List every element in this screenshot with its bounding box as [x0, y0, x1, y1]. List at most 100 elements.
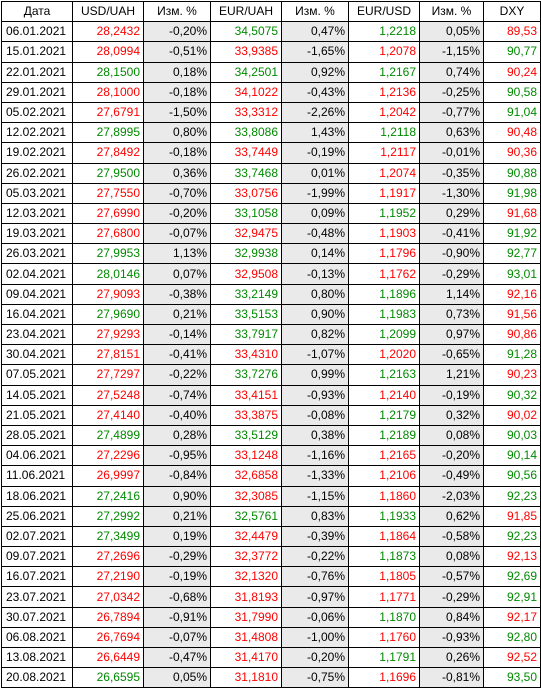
cell-date: 19.03.2021 [1, 223, 73, 245]
cell-usd-uah: 27,4899 [72, 424, 144, 447]
cell-date: 05.03.2021 [1, 182, 73, 204]
cell-usd-uah: 27,3499 [72, 525, 144, 548]
cell-eur-uah-change: -0,48% [281, 223, 349, 245]
cell-eur-usd-change: 0,08% [419, 424, 484, 447]
table-row: 11.06.2021 26,9997 -0,84% 32,6858 -1,33% 1,21… [1, 465, 541, 487]
cell-date: 22.01.2021 [1, 61, 73, 83]
cell-date: 26.03.2021 [1, 243, 73, 265]
cell-dxy: 92,23 [483, 525, 541, 548]
cell-eur-uah-change: -1,33% [281, 465, 349, 487]
header-usd-uah: USD/UAH [72, 0, 144, 23]
cell-usd-uah-change: -0,20% [143, 21, 211, 43]
cell-dxy: 92,80 [483, 626, 541, 649]
table-row: 16.07.2021 27,2190 -0,19% 32,1320 -0,76% 1,18… [1, 566, 541, 588]
cell-eur-uah-change: -0,93% [281, 384, 349, 406]
cell-eur-usd-change: -0,58% [419, 525, 484, 548]
cell-eur-usd-change: 1,21% [419, 364, 484, 386]
cell-eur-usd: 1,1696 [348, 667, 420, 688]
table-row: 29.01.2021 28,1000 -0,18% 34,1022 -0,43% 1,21… [1, 81, 541, 103]
cell-eur-uah-change: 0,90% [281, 303, 349, 326]
cell-eur-usd-change: -1,30% [419, 182, 484, 204]
cell-eur-uah-change: 0,92% [281, 61, 349, 83]
cell-eur-usd-change: 1,14% [419, 283, 484, 305]
cell-usd-uah: 27,9953 [72, 243, 144, 265]
cell-date: 06.01.2021 [1, 21, 73, 43]
cell-dxy: 92,91 [483, 586, 541, 608]
cell-usd-uah: 27,7550 [72, 182, 144, 204]
cell-eur-usd: 1,2218 [348, 21, 420, 43]
cell-usd-uah-change: -0,41% [143, 344, 211, 366]
cell-eur-uah-change: -0,75% [281, 667, 349, 688]
cell-date: 04.06.2021 [1, 445, 73, 467]
cell-eur-usd-change: 0,08% [419, 546, 484, 568]
cell-eur-usd: 1,2020 [348, 344, 420, 366]
cell-date: 12.02.2021 [1, 122, 73, 144]
cell-date: 20.08.2021 [1, 667, 73, 688]
cell-eur-uah: 33,9385 [210, 41, 282, 63]
cell-usd-uah: 28,1500 [72, 61, 144, 83]
cell-usd-uah: 27,2416 [72, 485, 144, 507]
cell-eur-usd-change: -0,65% [419, 344, 484, 366]
cell-eur-usd: 1,2189 [348, 424, 420, 447]
table-row: 22.01.2021 28,1500 0,18% 34,2501 0,92% 1,2167… [1, 61, 541, 83]
cell-usd-uah: 27,6791 [72, 101, 144, 124]
cell-eur-uah: 33,7468 [210, 162, 282, 184]
cell-dxy: 92,16 [483, 283, 541, 305]
cell-usd-uah: 27,9093 [72, 283, 144, 305]
cell-dxy: 90,56 [483, 465, 541, 487]
cell-eur-uah: 33,7917 [210, 323, 282, 346]
cell-eur-uah: 32,6858 [210, 465, 282, 487]
cell-usd-uah-change: -0,07% [143, 626, 211, 649]
cell-eur-uah: 33,1058 [210, 202, 282, 225]
cell-eur-uah: 31,1810 [210, 667, 282, 688]
cell-date: 05.02.2021 [1, 101, 73, 124]
cell-eur-usd: 1,2140 [348, 384, 420, 406]
cell-eur-uah: 33,5129 [210, 424, 282, 447]
cell-eur-uah: 31,8193 [210, 586, 282, 608]
cell-usd-uah-change: 1,13% [143, 243, 211, 265]
cell-dxy: 90,23 [483, 364, 541, 386]
cell-eur-usd: 1,1796 [348, 243, 420, 265]
cell-usd-uah-change: 0,28% [143, 424, 211, 447]
cell-dxy: 90,36 [483, 142, 541, 164]
cell-eur-uah-change: 0,09% [281, 202, 349, 225]
cell-eur-usd-change: -0,25% [419, 81, 484, 103]
cell-eur-usd: 1,2163 [348, 364, 420, 386]
table-row: 23.04.2021 27,9293 -0,14% 33,7917 0,82% 1,209… [1, 323, 541, 346]
cell-eur-uah: 32,1320 [210, 566, 282, 588]
cell-eur-usd: 1,1771 [348, 586, 420, 608]
cell-eur-usd: 1,1805 [348, 566, 420, 588]
cell-eur-usd-change: 0,26% [419, 646, 484, 669]
cell-date: 29.01.2021 [1, 81, 73, 103]
cell-eur-usd: 1,2136 [348, 81, 420, 103]
cell-usd-uah-change: -0,40% [143, 404, 211, 426]
cell-eur-usd-change: 0,97% [419, 323, 484, 346]
cell-eur-usd: 1,1896 [348, 283, 420, 305]
cell-date: 26.02.2021 [1, 162, 73, 184]
cell-eur-usd-change: 0,73% [419, 303, 484, 326]
cell-usd-uah-change: -0,47% [143, 646, 211, 669]
cell-usd-uah-change: 0,36% [143, 162, 211, 184]
cell-usd-uah-change: -0,51% [143, 41, 211, 63]
cell-eur-usd-change: -0,01% [419, 142, 484, 164]
cell-date: 11.06.2021 [1, 465, 73, 487]
cell-date: 07.05.2021 [1, 364, 73, 386]
cell-eur-usd: 1,2117 [348, 142, 420, 164]
cell-eur-uah: 33,7449 [210, 142, 282, 164]
table-body: 06.01.2021 28,2432 -0,20% 34,5075 0,47% 1,221… [1, 21, 541, 688]
cell-usd-uah: 28,0994 [72, 41, 144, 63]
cell-eur-uah: 33,5153 [210, 303, 282, 326]
cell-usd-uah: 28,0146 [72, 263, 144, 285]
cell-usd-uah-change: -0,84% [143, 465, 211, 487]
cell-dxy: 90,86 [483, 323, 541, 346]
cell-eur-usd: 1,1860 [348, 485, 420, 507]
cell-date: 02.07.2021 [1, 525, 73, 548]
header-usd-uah-change: Изм. % [143, 0, 211, 23]
cell-eur-usd: 1,2074 [348, 162, 420, 184]
cell-dxy: 91,56 [483, 303, 541, 326]
cell-eur-uah-change: 0,99% [281, 364, 349, 386]
cell-eur-usd: 1,1952 [348, 202, 420, 225]
table-row: 13.08.2021 26,6449 -0,47% 31,4170 -0,20% 1,17… [1, 646, 541, 669]
cell-eur-usd-change: 0,84% [419, 606, 484, 628]
